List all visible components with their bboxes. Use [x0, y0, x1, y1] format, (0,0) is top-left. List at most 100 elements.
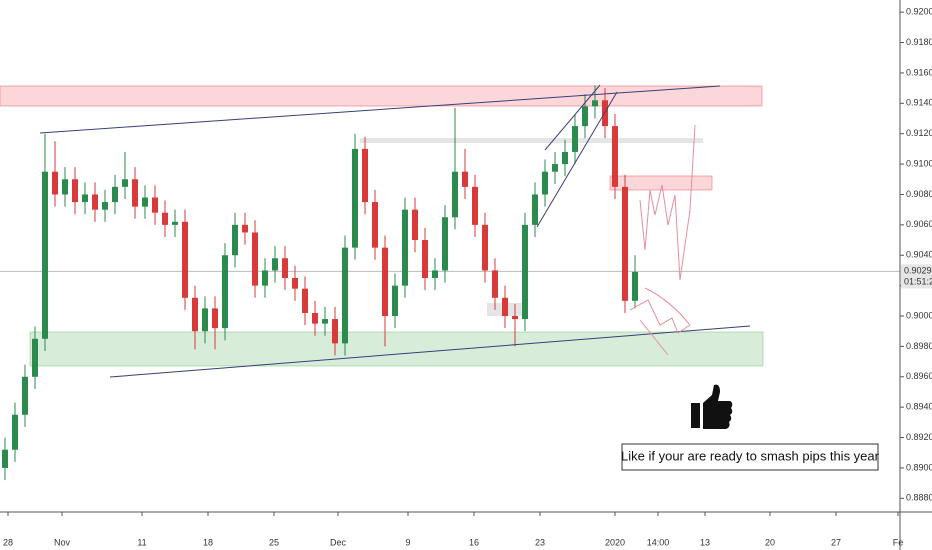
- wedge-line: [536, 91, 618, 228]
- x-tick-label: 18: [203, 537, 213, 547]
- candle-body: [72, 179, 78, 203]
- thumbs-up-icon: [691, 384, 733, 429]
- candle-body: [412, 209, 418, 241]
- candle-body: [492, 270, 498, 298]
- candle-body: [502, 297, 508, 317]
- lower-trendline: [109, 325, 751, 378]
- y-tick-label: 0.92000: [906, 7, 932, 17]
- candle-body: [522, 224, 528, 320]
- countdown: 01:51:23: [904, 277, 932, 287]
- x-tick-label: Dec: [330, 537, 347, 547]
- candle-body: [422, 240, 428, 279]
- candle-body: [312, 312, 318, 324]
- candle-body: [632, 271, 638, 301]
- candle-body: [352, 148, 358, 248]
- candle-body: [212, 308, 218, 329]
- x-tick-label: 13: [700, 537, 710, 547]
- candle-body: [612, 126, 618, 187]
- level-zone: [360, 138, 703, 143]
- candle-body: [272, 258, 278, 271]
- candle-body: [392, 285, 398, 317]
- candle-body: [42, 171, 48, 339]
- candle-body: [282, 258, 288, 279]
- candle-body: [2, 449, 8, 468]
- support-zone: [29, 331, 764, 367]
- candle-body: [322, 319, 328, 324]
- candle-body: [252, 232, 258, 286]
- icon-part: [691, 403, 700, 428]
- candle-body: [122, 179, 128, 187]
- candle-body: [32, 338, 38, 377]
- candle-body: [472, 186, 478, 225]
- candle-body: [172, 221, 178, 225]
- candle-body: [442, 217, 448, 271]
- candle-body: [372, 202, 378, 248]
- projection-arrow: [639, 319, 669, 356]
- candle-body: [592, 100, 598, 107]
- x-tick-label: 25: [269, 537, 279, 547]
- candle-body: [542, 171, 548, 195]
- x-tick-label: 20: [765, 537, 775, 547]
- candle-body: [582, 106, 588, 127]
- candle-body: [362, 148, 368, 203]
- x-tick-label: 23: [535, 537, 545, 547]
- wedge-line: [544, 84, 601, 151]
- x-tick-label: 16: [469, 537, 479, 547]
- candle-body: [232, 224, 238, 256]
- x-tick-label: 2020: [605, 537, 625, 547]
- candle-body: [222, 255, 228, 329]
- candle-body: [622, 186, 628, 301]
- candle-body: [182, 221, 188, 298]
- candle-body: [152, 197, 158, 213]
- candle-body: [332, 319, 338, 344]
- candle-body: [432, 270, 438, 279]
- candle-body: [22, 376, 28, 415]
- projection-path: [639, 124, 696, 281]
- candle-body: [462, 171, 468, 187]
- candle-body: [102, 202, 108, 210]
- annotation-box: [621, 443, 879, 471]
- candle-body: [262, 270, 268, 286]
- candle-body: [572, 126, 578, 152]
- candle-body: [202, 308, 208, 332]
- x-tick-label: 9: [405, 537, 410, 547]
- trendlines: [39, 84, 751, 378]
- annotation: Like if your are ready to smash pips thi…: [621, 448, 880, 463]
- x-tick-label: Fe: [893, 537, 904, 547]
- candle-body: [62, 179, 68, 195]
- candle-body: [482, 224, 488, 271]
- candle-body: [452, 171, 458, 218]
- candle-body: [82, 194, 88, 203]
- candle-body: [402, 209, 408, 286]
- upper-trendline: [39, 85, 721, 134]
- last-price-label: 0.90294: [904, 266, 932, 276]
- candle-body: [162, 212, 168, 225]
- candles: [2, 85, 638, 481]
- x-tick-label: 28: [3, 537, 13, 547]
- candle-body: [142, 197, 148, 207]
- icon-part: [703, 384, 733, 429]
- candle-body: [382, 247, 388, 317]
- candle-body: [292, 278, 298, 289]
- candle-body: [112, 186, 118, 203]
- resistance-zone: [0, 85, 763, 107]
- candle-body: [132, 179, 138, 207]
- candle-body: [562, 151, 568, 165]
- x-tick-label: 27: [831, 537, 841, 547]
- x-tick-label: Nov: [54, 537, 71, 547]
- x-tick-label: 11: [137, 537, 146, 547]
- candle-body: [552, 164, 558, 172]
